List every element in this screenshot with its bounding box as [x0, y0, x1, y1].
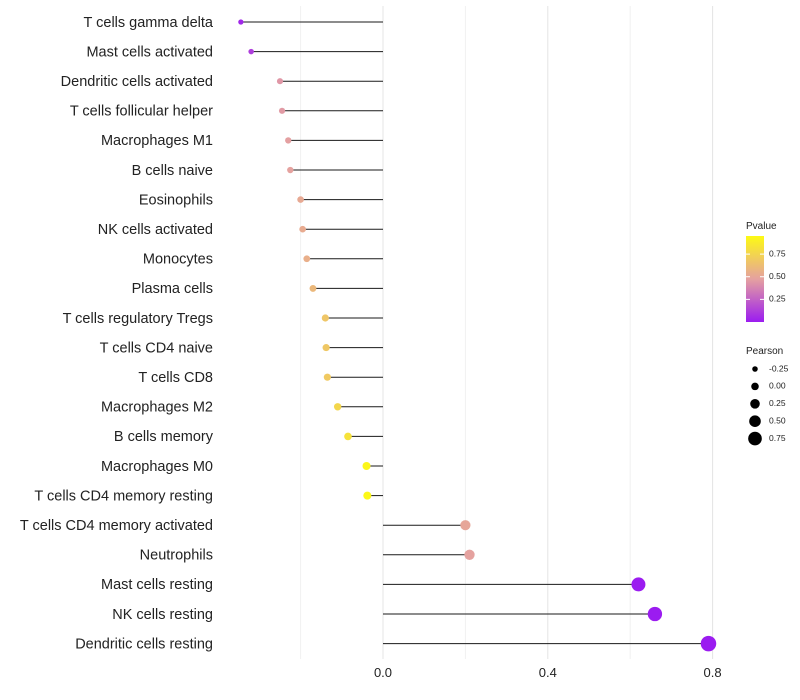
x-tick-label: 0.4	[539, 665, 557, 680]
pearson-key-label: 0.50	[769, 415, 786, 425]
category-label: T cells CD4 memory activated	[20, 518, 213, 534]
pearson-legend: Pearson -0.25 0.00 0.25 0.50 0.75	[746, 346, 789, 446]
category-label: Macrophages M1	[101, 133, 213, 149]
pvalue-colorbar	[746, 236, 764, 322]
lollipop-dot	[323, 373, 331, 381]
pearson-key-dot	[750, 399, 760, 409]
category-label: Eosinophils	[139, 192, 213, 208]
lollipop-dot	[460, 520, 471, 531]
category-label: Mast cells activated	[86, 44, 213, 60]
category-label: Dendritic cells resting	[75, 636, 213, 652]
category-label: B cells memory	[114, 429, 214, 445]
lollipop-dot	[464, 549, 475, 560]
pvalue-tick-label: 0.50	[769, 271, 786, 281]
category-label: Neutrophils	[140, 548, 213, 564]
category-label: Monocytes	[143, 252, 213, 268]
lollipop-dot	[287, 166, 294, 174]
category-label: T cells regulatory Tregs	[63, 311, 213, 327]
pvalue-tick-label: 0.75	[769, 248, 786, 258]
lollipop-dot	[278, 107, 286, 114]
lollipop-dot	[700, 635, 717, 652]
pearson-legend-title: Pearson	[746, 346, 783, 357]
grid-lines	[300, 6, 714, 659]
category-label: T cells CD4 memory resting	[34, 488, 213, 504]
pearson-key-dot	[748, 431, 762, 446]
lollipop-dot	[303, 255, 311, 263]
category-label: NK cells activated	[98, 222, 213, 238]
lollipop-dot	[631, 577, 646, 592]
category-label: Mast cells resting	[101, 577, 213, 593]
pearson-legend-keys: -0.25 0.00 0.25 0.50 0.75	[748, 363, 789, 446]
category-label: T cells CD4 naive	[100, 340, 213, 356]
lollipop-dot	[248, 48, 254, 55]
pearson-key-dot	[752, 366, 758, 372]
category-label: Macrophages M2	[101, 400, 213, 416]
x-axis-ticks: 0.0 0.4 0.8	[374, 665, 722, 680]
lollipop-dot	[285, 137, 292, 144]
x-tick-label: 0.0	[374, 665, 392, 680]
pearson-key-label: -0.25	[769, 363, 789, 373]
category-label: B cells naive	[132, 163, 213, 179]
pvalue-legend-title: Pvalue	[746, 221, 777, 232]
lollipop-dot	[299, 225, 306, 233]
lollipop-dot	[344, 432, 352, 441]
pearson-key-dot	[749, 415, 761, 428]
lollipop-dot	[276, 78, 284, 85]
lollipop-dot	[322, 344, 330, 352]
pvalue-legend-ticks: 0.75 0.50 0.25	[746, 248, 786, 304]
lollipop-dot	[297, 196, 304, 203]
pearson-key-label: 0.25	[769, 398, 786, 408]
lollipop-dot	[647, 606, 663, 622]
category-labels: T cells gamma delta Mast cells activated D…	[20, 15, 214, 653]
category-label: T cells CD8	[138, 370, 213, 386]
category-label: T cells gamma delta	[84, 15, 214, 31]
x-tick-label: 0.8	[704, 665, 722, 680]
pearson-key-label: 0.75	[769, 433, 786, 443]
category-label: Macrophages M0	[101, 459, 213, 475]
category-label: T cells follicular helper	[70, 104, 213, 120]
lollipop-dot	[321, 314, 329, 322]
lollipop-dot	[333, 403, 342, 411]
pearson-key-dot	[751, 382, 759, 391]
category-label: Plasma cells	[132, 281, 213, 297]
lollipop-stems	[240, 21, 709, 645]
category-label: NK cells resting	[112, 607, 213, 623]
category-label: Dendritic cells activated	[61, 74, 213, 90]
lollipop-dot	[363, 491, 372, 500]
lollipop-dot	[238, 19, 244, 25]
pvalue-legend: Pvalue 0.75 0.50 0.25	[746, 221, 786, 322]
lollipop-dots	[238, 19, 717, 652]
pearson-key-label: 0.00	[769, 381, 786, 391]
lollipop-dot	[362, 461, 371, 471]
lollipop-dot	[309, 284, 317, 292]
pvalue-tick-label: 0.25	[769, 294, 786, 304]
